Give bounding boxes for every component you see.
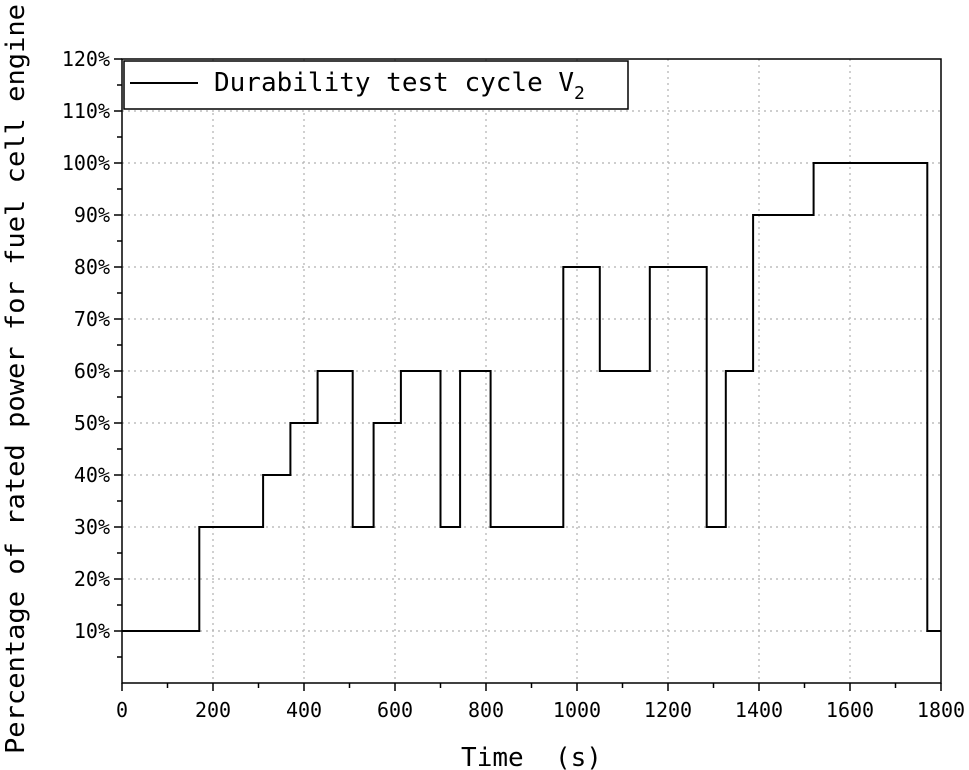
x-tick-labels: 0 200 400 600 800 1000 1200 1400 1600 1800 (116, 698, 965, 722)
x-tick-label: 200 (195, 698, 231, 722)
y-tick-label: 70% (74, 307, 110, 331)
x-tick-label: 1800 (917, 698, 965, 722)
y-tick-label: 40% (74, 463, 110, 487)
x-tick-label: 1600 (826, 698, 874, 722)
legend-box (123, 60, 629, 110)
x-tick-label: 400 (286, 698, 322, 722)
legend: Durability test cycle V2 (123, 60, 629, 110)
x-tick-label: 1200 (644, 698, 692, 722)
y-tick-label: 90% (74, 203, 110, 227)
legend-label: Durability test cycle V2 (214, 68, 585, 104)
x-tick-label: 0 (116, 698, 128, 722)
plot-frame (121, 58, 942, 684)
y-tick-label: 80% (74, 255, 110, 279)
y-tick-label: 60% (74, 359, 110, 383)
legend-series-subscript: 2 (574, 83, 585, 104)
grid-lines (122, 59, 941, 683)
y-tick-label: 50% (74, 411, 110, 435)
y-tick-label: 10% (74, 619, 110, 643)
y-tick-label: 110% (62, 99, 110, 123)
x-tick-label: 1000 (553, 698, 601, 722)
legend-series-name: Durability test cycle V (214, 68, 574, 98)
y-axis-label: Percentage of rated power for fuel cell … (1, 4, 31, 754)
axis-ticks (114, 58, 942, 691)
y-tick-label: 120% (62, 47, 110, 71)
x-tick-label: 800 (468, 698, 504, 722)
series-group (122, 162, 941, 632)
y-tick-labels: 10% 20% 30% 40% 50% 60% 70% 80% 90% 100% 110% 120% (62, 47, 110, 643)
y-tick-label: 100% (62, 151, 110, 175)
x-axis-label: Time (s) (461, 743, 602, 770)
y-tick-label: 30% (74, 515, 110, 539)
x-tick-label: 600 (377, 698, 413, 722)
y-tick-label: 20% (74, 567, 110, 591)
series-line-durability-cycle (122, 162, 941, 632)
x-tick-label: 1400 (735, 698, 783, 722)
